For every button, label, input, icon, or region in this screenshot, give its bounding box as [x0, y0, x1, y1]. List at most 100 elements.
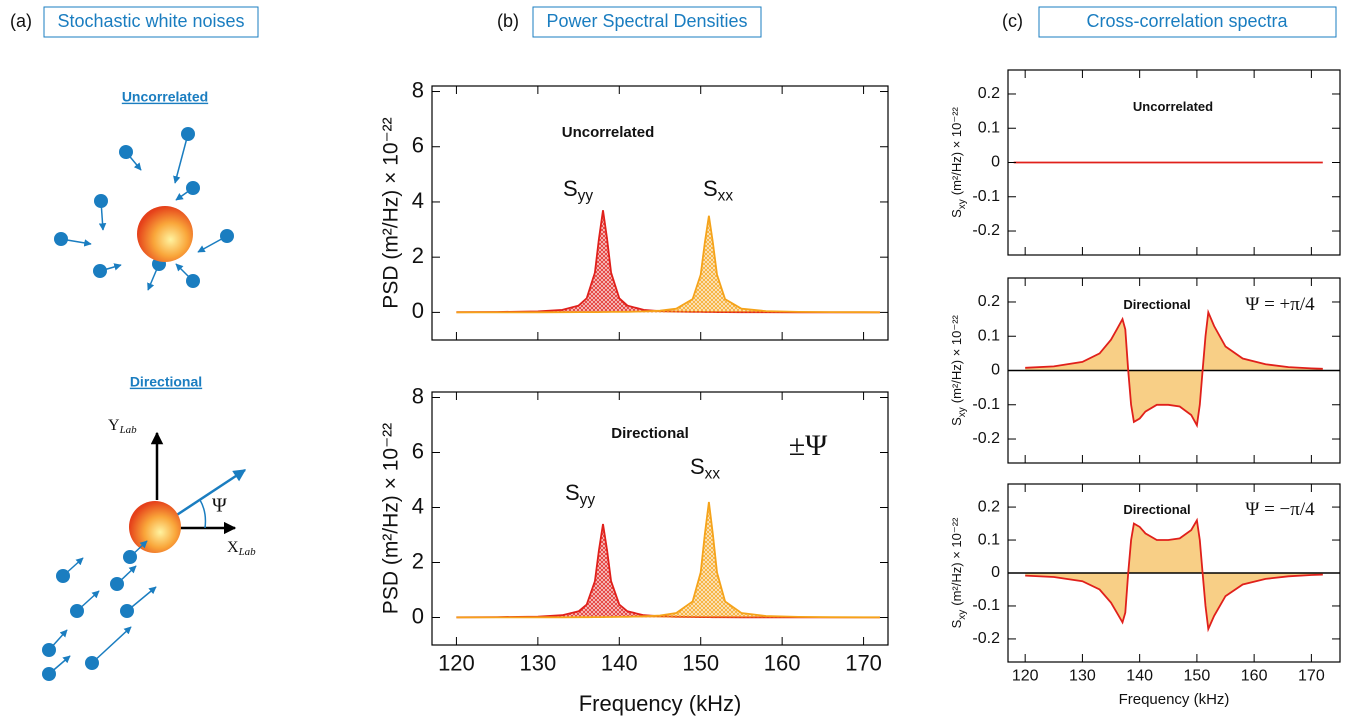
- plot: 0.2 0.1 0 -0.1 -0.2 Sxy (m²/Hz) × 10⁻²² Directi…: [949, 277, 1341, 464]
- x-tick-label: 160: [1241, 668, 1268, 685]
- x-tick-label: 170: [845, 651, 882, 676]
- y-axis-label: Sxy (m²/Hz) × 10⁻²²: [949, 314, 967, 425]
- y-axis-label: Sxy (m²/Hz) × 10⁻²²: [949, 517, 967, 628]
- area: [456, 210, 880, 313]
- axis-sub: Lab: [238, 546, 257, 558]
- panel-tag: (b): [497, 11, 519, 31]
- annotation-text: Directional: [1123, 502, 1190, 517]
- panel-titles: (a) Stochastic white noises (b) Power Sp…: [10, 6, 1337, 38]
- area: [456, 215, 880, 313]
- panel-title: Cross-correlation spectra: [1086, 11, 1288, 31]
- annotation-text: Uncorrelated: [1133, 99, 1213, 114]
- label-rest: (m²/Hz) × 10⁻²²: [949, 314, 964, 403]
- label-main: S: [949, 209, 964, 218]
- series-line: [456, 210, 880, 314]
- series-line: [1025, 517, 1323, 633]
- y-tick-label: 0.2: [978, 293, 1000, 310]
- axis-name: YLab: [108, 417, 137, 436]
- annotation-text: Ψ = −π/4: [1245, 499, 1315, 520]
- y-tick-label: 0.1: [978, 327, 1000, 344]
- y-tick-label: 4: [412, 188, 424, 213]
- title-box: [532, 6, 762, 38]
- annotation-sub: yy: [578, 188, 594, 205]
- annotation: Sxx: [703, 176, 733, 205]
- plot: 0.2 0.1 0 -0.1 -0.2 120 130 140 150 160 170 Frequen…: [949, 483, 1341, 708]
- y-tick-label: -0.2: [972, 222, 1000, 239]
- plot: 0.2 0.1 0 -0.1 -0.2 Sxy (m²/Hz) × 10⁻²² Uncorre…: [949, 69, 1341, 256]
- annotation-sub: yy: [580, 492, 596, 509]
- x-tick-label: 150: [1184, 668, 1211, 685]
- annotation: Directional: [1123, 297, 1190, 312]
- panel-title: Power Spectral Densities: [546, 11, 747, 31]
- axis-main: Y: [108, 417, 120, 434]
- series-line: [456, 501, 880, 619]
- annotation-text: S: [563, 176, 578, 201]
- y-tick-label: 0: [991, 564, 1000, 581]
- label-sub: xy: [957, 610, 968, 620]
- series-line: [456, 523, 880, 619]
- title-box: [1038, 6, 1337, 38]
- x-tick-label: 150: [682, 651, 719, 676]
- area: [1025, 520, 1323, 629]
- area: [456, 524, 880, 618]
- x-tick-label: 120: [438, 651, 475, 676]
- label-sub: xy: [957, 407, 968, 417]
- diagram-label: Uncorrelated: [122, 89, 208, 105]
- annotation: Ψ = +π/4: [1245, 294, 1315, 315]
- y-tick-label: -0.1: [972, 396, 1000, 413]
- annotation: Uncorrelated: [562, 124, 655, 141]
- annotation-text: Uncorrelated: [562, 124, 655, 141]
- y-tick-label: 2: [412, 548, 424, 573]
- series-line: [456, 215, 880, 314]
- x-tick-label: 140: [601, 651, 638, 676]
- annotation-text: ±Ψ: [789, 429, 828, 462]
- annotation: Directional: [1123, 502, 1190, 517]
- diagram-label: Directional: [130, 374, 202, 390]
- y-tick-label: 2: [412, 243, 424, 268]
- label-main: S: [949, 417, 964, 426]
- y-tick-label: 8: [412, 383, 424, 408]
- axis-sub: Lab: [119, 424, 138, 436]
- annotation: Sxx: [690, 454, 720, 483]
- annotation-text: S: [703, 176, 718, 201]
- annotation: ±Ψ: [789, 429, 828, 462]
- angle-label: Ψ: [212, 495, 227, 517]
- y-tick-label: 0: [991, 362, 1000, 379]
- x-tick-label: 130: [519, 651, 556, 676]
- label-rest: (m²/Hz) × 10⁻²²: [949, 106, 964, 195]
- annotation: Directional: [611, 425, 689, 442]
- x-tick-label: 160: [764, 651, 801, 676]
- annotation: Ψ = −π/4: [1245, 499, 1315, 520]
- x-tick-label: 170: [1298, 668, 1325, 685]
- area: [456, 502, 880, 618]
- plot-frame: [431, 85, 889, 341]
- y-tick-label: 0: [412, 603, 424, 628]
- y-tick-label: 0.1: [978, 531, 1000, 548]
- y-axis-label: Sxy (m²/Hz) × 10⁻²²: [949, 106, 967, 217]
- annotation-text: Directional: [1123, 297, 1190, 312]
- x-axis-label: Frequency (kHz): [1119, 691, 1230, 708]
- annotation-text: Directional: [611, 425, 689, 442]
- annotation: Uncorrelated: [1133, 99, 1213, 114]
- annotation-text: S: [565, 480, 580, 505]
- y-tick-label: 0.1: [978, 119, 1000, 136]
- label-sub: xy: [957, 199, 968, 209]
- x-tick-label: 120: [1012, 668, 1039, 685]
- y-tick-label: 0: [412, 298, 424, 323]
- y-tick-label: -0.2: [972, 630, 1000, 647]
- y-tick-label: -0.2: [972, 430, 1000, 447]
- x-tick-label: 130: [1069, 668, 1096, 685]
- y-tick-label: 6: [412, 438, 424, 463]
- annotation-text: S: [690, 454, 705, 479]
- panel-tag: (a): [10, 11, 32, 31]
- x-axis-label: Frequency (kHz): [579, 691, 742, 716]
- label-main: S: [949, 619, 964, 628]
- title-box: [43, 6, 259, 38]
- panel-tag: (c): [1002, 11, 1023, 31]
- y-axis-label: PSD (m²/Hz) × 10⁻²²: [380, 423, 403, 614]
- y-tick-label: 4: [412, 493, 424, 518]
- y-tick-label: 0: [991, 154, 1000, 171]
- annotation: Syy: [565, 480, 595, 509]
